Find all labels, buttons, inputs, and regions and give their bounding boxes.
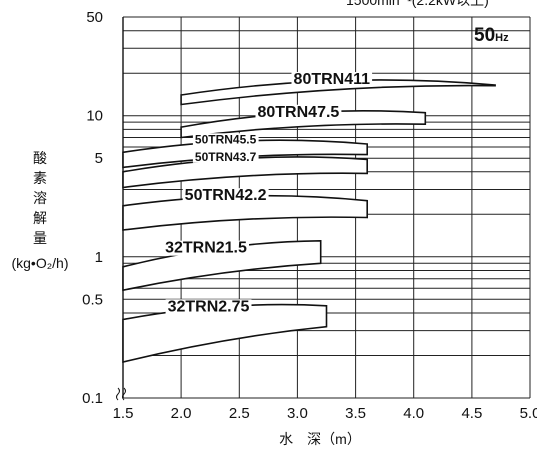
y-label-char: 解 — [33, 210, 47, 226]
series-label-bg — [192, 133, 259, 146]
series-band-80TRN411 — [180, 79, 496, 106]
series-label-50TRN45.5: 50TRN45.5 — [195, 132, 257, 146]
y-label-unit: (kg•O₂/h) — [11, 255, 68, 271]
y-tick-label: 50 — [86, 9, 103, 26]
x-tick-label: 5.0 — [520, 405, 537, 422]
y-tick-label: 0.1 — [82, 390, 103, 407]
y-label-char: 素 — [33, 170, 47, 186]
x-tick-labels: 1.5 2.0 2.5 3.0 3.5 4.0 4.5 5.0 — [113, 405, 537, 422]
y-label-char: 溶 — [33, 190, 47, 206]
svg-text:50Hz: 50Hz — [474, 25, 509, 46]
series-label-bg — [291, 72, 373, 87]
y-label-char: 酸 — [33, 150, 47, 166]
x-tick-label: 3.0 — [287, 405, 308, 422]
series-label-80TRN411: 80TRN411 — [294, 71, 371, 88]
series-label-bg — [192, 150, 259, 163]
x-tick-label: 1.5 — [113, 405, 134, 422]
series-label-50TRN43.7: 50TRN43.7 — [195, 150, 257, 164]
series-label-32TRN21.5: 32TRN21.5 — [165, 240, 247, 257]
frequency-badge: 50Hz — [474, 25, 509, 46]
series-label-bg — [163, 240, 249, 256]
axis-break — [116, 387, 126, 401]
y-label-char: 量 — [33, 230, 47, 246]
x-tick-label: 3.5 — [345, 405, 366, 422]
series-label-bg — [255, 104, 342, 120]
badge-sub: Hz — [495, 32, 509, 44]
chart-caption: 1500min⁻¹(2.2kW以上) — [346, 0, 489, 8]
y-tick-label: 10 — [86, 108, 103, 125]
x-axis-label: 水 深（m） — [279, 431, 361, 447]
y-tick-label: 0.5 — [82, 291, 103, 308]
series-label-bg — [165, 299, 252, 315]
badge-main: 50 — [474, 25, 495, 46]
x-tick-label: 4.5 — [461, 405, 482, 422]
y-tick-label: 5 — [95, 150, 103, 167]
series-label-bg — [182, 188, 269, 204]
series-label-50TRN42.2: 50TRN42.2 — [185, 187, 267, 204]
series-label-80TRN47.5: 80TRN47.5 — [257, 104, 339, 121]
x-tick-label: 2.5 — [229, 405, 250, 422]
series-label-32TRN2.75: 32TRN2.75 — [168, 298, 250, 315]
x-tick-label: 4.0 — [403, 405, 424, 422]
x-tick-label: 2.0 — [171, 405, 192, 422]
y-tick-label: 1 — [95, 249, 103, 266]
y-tick-labels: 50 10 5 1 0.5 0.1 — [82, 9, 103, 407]
